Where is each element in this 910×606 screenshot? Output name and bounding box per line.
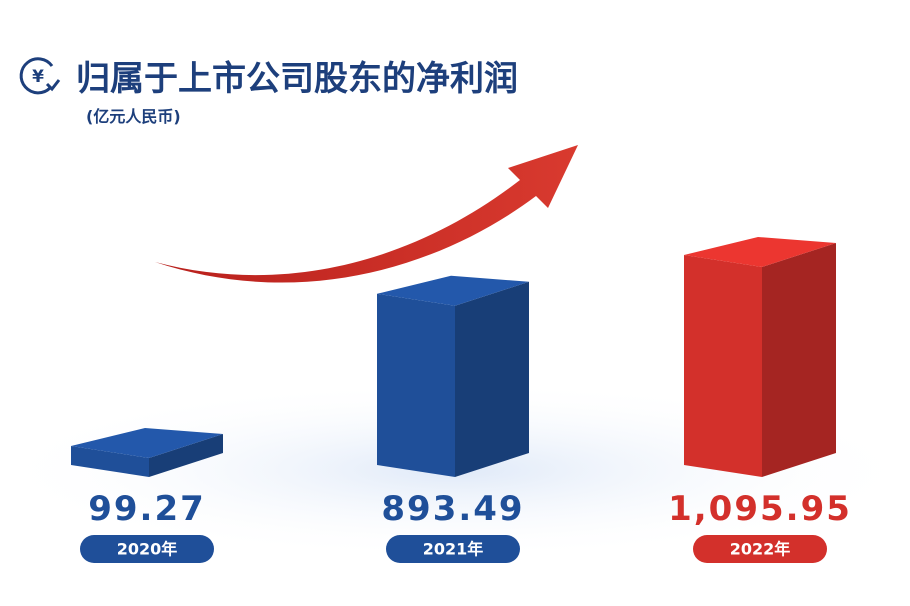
chart-title: 归属于上市公司股东的净利润 (76, 59, 518, 99)
category-pill (693, 535, 827, 563)
bar-top (71, 427, 223, 458)
bar-top (377, 275, 529, 306)
bar-side (455, 281, 529, 477)
bar-side (149, 433, 223, 477)
category-pill (80, 535, 214, 563)
bar-front (684, 255, 762, 477)
chart-subtitle: (亿元人民币) (86, 107, 181, 126)
x-tick-label: 2021年 (423, 540, 484, 559)
category-pill (386, 535, 520, 563)
x-tick-label: 2022年 (730, 540, 791, 559)
value-label: 893.49 (381, 489, 524, 529)
title-icon: ¥ (19, 57, 61, 95)
bar-front (377, 293, 455, 477)
svg-text:¥: ¥ (32, 67, 44, 87)
value-label: 1,095.95 (668, 489, 852, 529)
value-label: 99.27 (88, 489, 206, 529)
bar-top (684, 237, 836, 267)
trend-arrow (155, 145, 578, 283)
x-tick-label: 2020年 (117, 540, 178, 559)
bar-side (762, 243, 836, 477)
bar-front (71, 445, 149, 477)
